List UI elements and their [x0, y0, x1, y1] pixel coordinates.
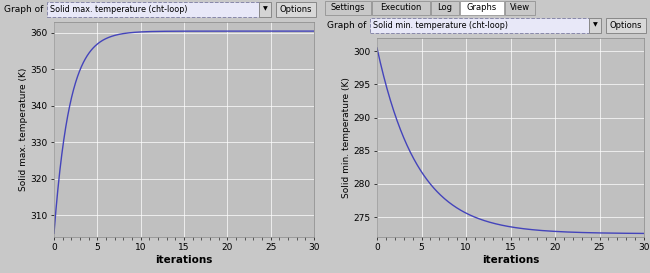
Text: Settings: Settings: [331, 3, 365, 12]
Y-axis label: Solid max. temperature (K): Solid max. temperature (K): [19, 68, 28, 191]
Y-axis label: Solid min. temperature (K): Solid min. temperature (K): [342, 77, 351, 198]
Text: Execution: Execution: [380, 3, 422, 12]
FancyBboxPatch shape: [431, 1, 459, 15]
Text: Graph of: Graph of: [4, 4, 44, 13]
X-axis label: iterations: iterations: [482, 255, 540, 265]
FancyBboxPatch shape: [47, 1, 259, 16]
Text: Options: Options: [280, 4, 312, 13]
Text: Solid min. temperature (cht-loop): Solid min. temperature (cht-loop): [373, 20, 508, 29]
Text: Graphs: Graphs: [467, 3, 497, 12]
X-axis label: iterations: iterations: [155, 255, 213, 265]
Text: ▼: ▼: [593, 22, 597, 28]
FancyBboxPatch shape: [589, 17, 601, 32]
FancyBboxPatch shape: [372, 1, 430, 15]
FancyBboxPatch shape: [505, 1, 535, 15]
FancyBboxPatch shape: [460, 1, 504, 15]
FancyBboxPatch shape: [325, 1, 371, 15]
Text: Solid max. temperature (cht-loop): Solid max. temperature (cht-loop): [50, 4, 187, 13]
Text: ▼: ▼: [263, 7, 267, 11]
FancyBboxPatch shape: [370, 17, 589, 32]
Text: Graph of: Graph of: [327, 20, 367, 29]
FancyBboxPatch shape: [259, 1, 271, 16]
Text: Options: Options: [610, 20, 642, 29]
FancyBboxPatch shape: [606, 17, 646, 32]
FancyBboxPatch shape: [276, 1, 316, 16]
Text: View: View: [510, 3, 530, 12]
Text: Log: Log: [437, 3, 452, 12]
